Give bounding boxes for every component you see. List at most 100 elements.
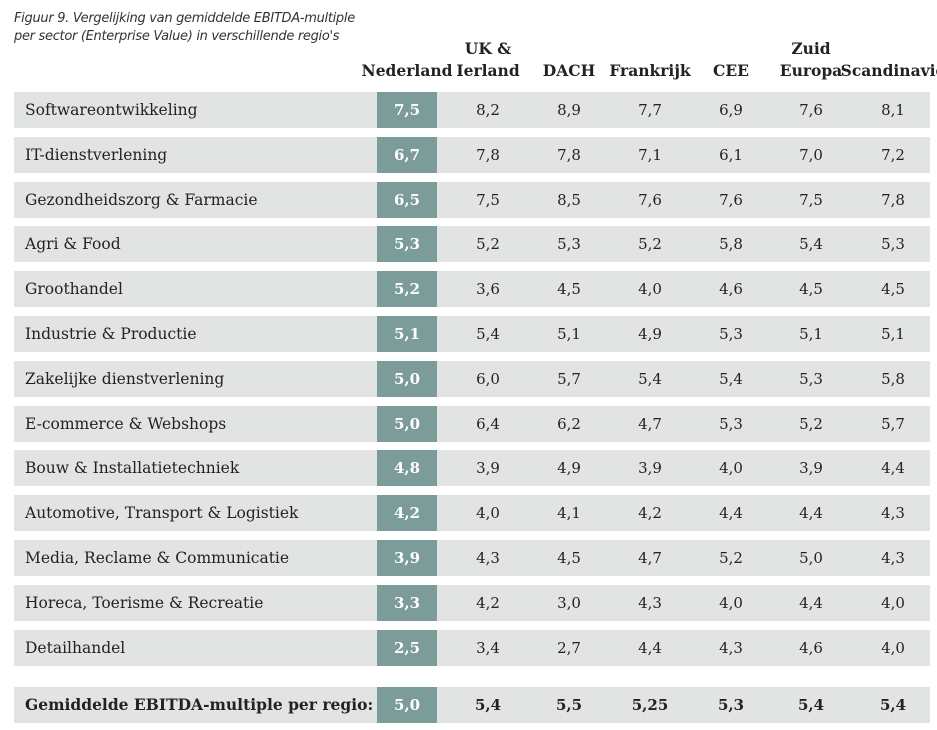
cell-value: 8,5: [557, 191, 581, 209]
column-header: Scandinavië: [841, 60, 937, 82]
cell-value: 5,3: [719, 325, 743, 343]
cell-value: 4,5: [557, 280, 581, 298]
cell-value: 4,5: [557, 549, 581, 567]
column-header-line: Scandinavië: [840, 61, 937, 80]
cell-value: 4,0: [638, 280, 662, 298]
row-band: [14, 137, 930, 173]
row-label: Media, Reclame & Communicatie: [25, 549, 290, 567]
cell-value: 3,9: [638, 459, 662, 477]
cell-value: 5,4: [476, 325, 500, 343]
highlight-cell: [377, 137, 437, 173]
cell-value: 4,4: [799, 504, 823, 522]
cell-value: 4,2: [638, 504, 662, 522]
cell-value: 5,1: [799, 325, 823, 343]
cell-value: 5,2: [719, 549, 743, 567]
highlight-cell: [377, 361, 437, 397]
highlight-cell: [377, 406, 437, 442]
cell-value: 8,9: [557, 101, 581, 119]
cell-value: 5,3: [717, 696, 745, 714]
column-header-line: Zuid: [791, 39, 831, 58]
row-label: IT-dienstverlening: [25, 146, 168, 164]
cell-value: 5,4: [797, 696, 825, 714]
row-label: E-commerce & Webshops: [25, 415, 227, 433]
cell-value: 4,2: [393, 504, 421, 522]
cell-value: 4,7: [638, 415, 662, 433]
title-line: Figuur 9. Vergelijking van gemiddelde EB…: [14, 11, 355, 26]
cell-value: 4,9: [638, 325, 662, 343]
row-label: Softwareontwikkeling: [25, 101, 198, 119]
cell-value: 5,2: [393, 280, 421, 298]
cell-value: 4,2: [476, 594, 500, 612]
highlight-cell: [377, 271, 437, 307]
cell-value: 5,3: [799, 370, 823, 388]
row-band: [14, 630, 930, 666]
row-label: Gemiddelde EBITDA-multiple per regio:: [25, 695, 374, 714]
cell-value: 5,4: [719, 370, 743, 388]
cell-value: 4,0: [719, 594, 743, 612]
cell-value: 5,4: [879, 696, 907, 714]
cell-value: 5,3: [393, 235, 421, 253]
column-header: Frankrijk: [609, 60, 690, 82]
highlight-cell: [377, 316, 437, 352]
highlight-cell: [377, 495, 437, 531]
cell-value: 5,0: [799, 549, 823, 567]
cell-value: 5,25: [631, 696, 669, 714]
row-band: [14, 92, 930, 128]
cell-value: 4,8: [393, 459, 421, 477]
highlight-cell: [377, 182, 437, 218]
row-label: Horeca, Toerisme & Recreatie: [25, 594, 264, 612]
cell-value: 6,5: [393, 191, 421, 209]
cell-value: 6,1: [719, 146, 743, 164]
cell-value: 5,8: [719, 235, 743, 253]
cell-value: 4,6: [719, 280, 743, 298]
cell-value: 4,7: [638, 549, 662, 567]
row-band: [14, 540, 930, 576]
cell-value: 4,3: [881, 504, 905, 522]
cell-value: 4,0: [881, 594, 905, 612]
cell-value: 7,8: [557, 146, 581, 164]
column-header-line: UK &: [464, 39, 512, 58]
row-label: Gezondheidszorg & Farmacie: [25, 191, 258, 209]
cell-value: 4,3: [638, 594, 662, 612]
cell-value: 3,0: [557, 594, 581, 612]
cell-value: 2,5: [393, 639, 421, 657]
column-header-line: Nederland: [361, 61, 453, 80]
cell-value: 4,5: [881, 280, 905, 298]
highlight-cell: [377, 92, 437, 128]
cell-value: 4,4: [638, 639, 662, 657]
cell-value: 5,8: [881, 370, 905, 388]
highlight-cell: [377, 450, 437, 486]
row-label: Bouw & Installatietechniek: [25, 459, 240, 477]
cell-value: 4,0: [719, 459, 743, 477]
row-band: [14, 495, 930, 531]
cell-value: 3,4: [476, 639, 500, 657]
cell-value: 5,2: [638, 235, 662, 253]
row-band: [14, 316, 930, 352]
row-label: Automotive, Transport & Logistiek: [25, 504, 299, 522]
cell-value: 4,1: [557, 504, 581, 522]
cell-value: 5,0: [393, 696, 421, 714]
cell-value: 5,3: [557, 235, 581, 253]
cell-value: 5,4: [799, 235, 823, 253]
cell-value: 7,5: [799, 191, 823, 209]
row-label: Detailhandel: [25, 639, 126, 657]
cell-value: 6,9: [719, 101, 743, 119]
highlight-cell: [377, 687, 437, 723]
column-header-line: DACH: [542, 61, 596, 80]
highlight-cell: [377, 226, 437, 262]
column-header-line: Ierland: [456, 61, 520, 80]
cell-value: 5,2: [476, 235, 500, 253]
title-line: per sector (Enterprise Value) in verschi…: [14, 29, 340, 44]
cell-value: 3,3: [393, 594, 421, 612]
column-header: Nederland: [362, 60, 453, 82]
cell-value: 7,7: [638, 101, 662, 119]
column-header: DACH: [543, 60, 595, 82]
cell-value: 3,9: [799, 459, 823, 477]
cell-value: 5,7: [557, 370, 581, 388]
cell-value: 6,2: [557, 415, 581, 433]
row-band: [14, 271, 930, 307]
cell-value: 5,7: [881, 415, 905, 433]
row-band: [14, 687, 930, 723]
cell-value: 7,8: [476, 146, 500, 164]
row-label: Groothandel: [25, 280, 123, 298]
